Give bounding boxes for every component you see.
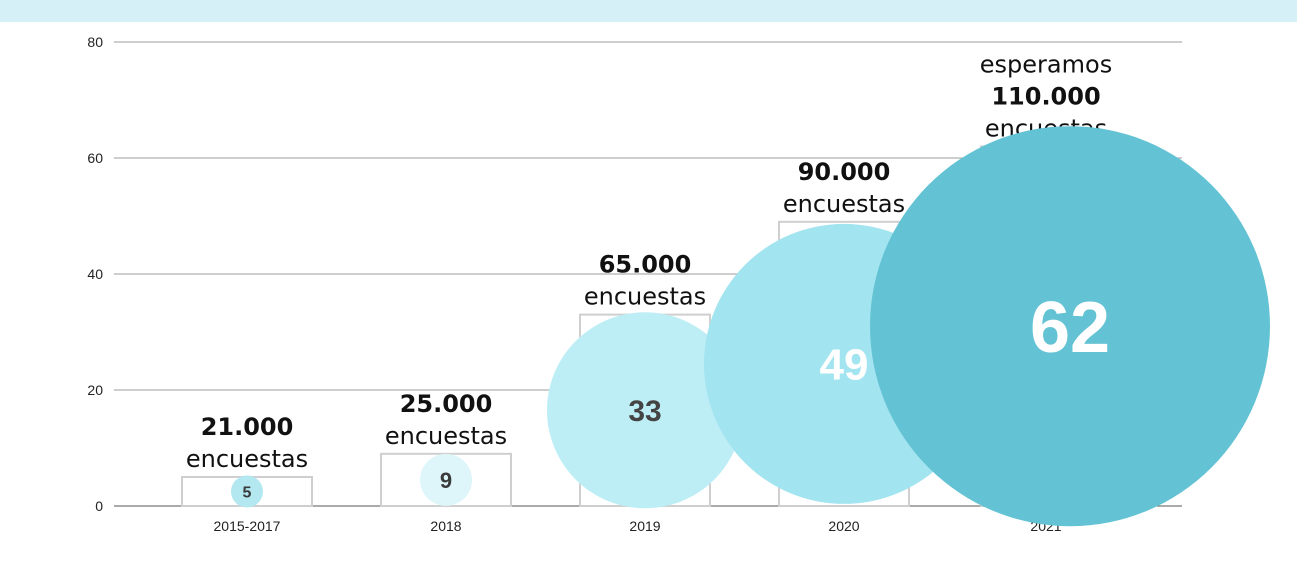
bubble [547,312,743,509]
x-tick-label: 2020 [828,518,859,534]
bubble-value-label: 62 [1030,288,1110,368]
annotation-line: 25.000 [400,390,493,418]
annotation-line: 21.000 [201,413,294,441]
annotation-line: encuestas [186,445,308,473]
annotation-line: 90.000 [798,158,891,186]
annotation-line: encuestas [783,190,905,218]
bubble-value-label: 33 [628,395,661,428]
bubble-value-label: 5 [243,484,252,501]
annotation-line: encuestas [584,283,706,311]
bubble [870,126,1270,527]
y-tick-label: 60 [87,150,103,166]
annotation-line: esperamos [980,50,1112,78]
top-band [0,0,1297,22]
annotation-line: encuestas [385,422,507,450]
annotation-line: 110.000 [991,82,1100,110]
x-tick-label: 2019 [629,518,660,534]
bubble [420,453,472,506]
x-tick-label: 2015-2017 [214,518,281,534]
y-tick-label: 20 [87,382,103,398]
x-tick-label: 2018 [430,518,461,534]
bubble-value-label: 49 [820,341,869,390]
y-tick-label: 0 [95,498,103,514]
bubble [231,475,263,508]
y-tick-label: 40 [87,266,103,282]
y-tick-label: 80 [87,34,103,50]
annotation-line: 65.000 [599,251,692,279]
bubble-value-label: 9 [440,468,452,493]
